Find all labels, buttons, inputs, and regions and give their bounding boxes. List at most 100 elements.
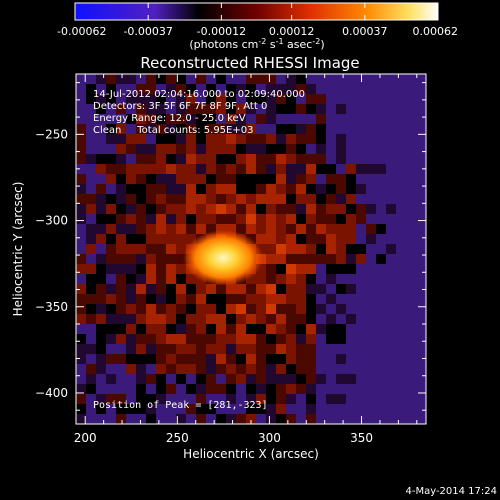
heatmap-cell [236, 134, 247, 145]
heatmap-cell [196, 354, 207, 365]
heatmap-cell [416, 84, 427, 95]
heatmap-cell [86, 344, 97, 355]
heatmap-cell [396, 354, 407, 365]
heatmap-cell [306, 174, 317, 185]
heatmap-cell [386, 144, 397, 155]
heatmap-cell [166, 194, 177, 205]
heatmap-cell [306, 234, 317, 245]
heatmap-cell [176, 234, 187, 245]
heatmap-cell [396, 404, 407, 415]
heatmap-cell [286, 244, 297, 255]
heatmap-cell [296, 304, 307, 315]
heatmap-cell [306, 114, 317, 125]
heatmap-cell [176, 164, 187, 175]
heatmap-cell [216, 214, 227, 225]
heatmap-cell [376, 194, 387, 205]
heatmap-cell [236, 154, 247, 165]
heatmap-cell [266, 304, 277, 315]
heatmap-cell [316, 284, 327, 295]
heatmap-cell [356, 124, 367, 135]
heatmap-cell [206, 144, 217, 155]
heatmap-cell [366, 394, 377, 405]
heatmap-cell [386, 104, 397, 115]
heatmap-cell [396, 244, 407, 255]
heatmap-cell [326, 204, 337, 215]
heatmap-cell [266, 214, 277, 225]
heatmap-cell [366, 374, 377, 385]
heatmap-cell [366, 384, 377, 395]
heatmap-cell [146, 124, 157, 135]
heatmap-cell [246, 104, 257, 115]
heatmap-cell [216, 374, 227, 385]
heatmap-cell [236, 194, 247, 205]
heatmap-cell [396, 364, 407, 375]
heatmap-cell [356, 314, 367, 325]
heatmap-cell [206, 354, 217, 365]
heatmap-cell [96, 184, 107, 195]
heatmap-cell [126, 234, 137, 245]
heatmap-cell [286, 94, 297, 105]
heatmap-cell [116, 74, 127, 85]
heatmap-cell [76, 374, 87, 385]
heatmap-cell [106, 84, 117, 95]
heatmap-cell [106, 414, 117, 425]
heatmap-cell [376, 234, 387, 245]
heatmap-cell [306, 84, 317, 95]
heatmap-cell [246, 344, 257, 355]
heatmap-cell [286, 264, 297, 275]
heatmap-cell [356, 214, 367, 225]
heatmap-cell [296, 364, 307, 375]
heatmap-cell [236, 384, 247, 395]
heatmap-cell [246, 384, 257, 395]
heatmap-cell [326, 154, 337, 165]
colorbar-tick-label: -0.00062 [57, 25, 106, 38]
heatmap-cell [376, 164, 387, 175]
heatmap-cell [286, 414, 297, 425]
heatmap-cell [306, 364, 317, 375]
heatmap-cell [106, 334, 117, 345]
heatmap-cell [336, 204, 347, 215]
heatmap-cell [216, 354, 227, 365]
heatmap-cell [226, 374, 237, 385]
heatmap-cell [96, 254, 107, 265]
heatmap-cell [326, 194, 337, 205]
heatmap-cell [186, 284, 197, 295]
heatmap-cell [216, 84, 227, 95]
x-tick-label: 250 [166, 431, 189, 445]
heatmap-cell [396, 314, 407, 325]
heatmap-cell [376, 94, 387, 105]
heatmap-cell [276, 284, 287, 295]
heatmap-cell [386, 84, 397, 95]
heatmap-cell [266, 154, 277, 165]
heatmap-cell [376, 214, 387, 225]
heatmap-cell [396, 254, 407, 265]
heatmap-cell [286, 124, 297, 135]
heatmap-cell [396, 204, 407, 215]
heatmap-cell [276, 264, 287, 275]
heatmap-cell [316, 344, 327, 355]
heatmap-cell [116, 214, 127, 225]
heatmap-cell [206, 414, 217, 425]
heatmap-cell [196, 124, 207, 135]
heatmap-cell [166, 334, 177, 345]
heatmap-cell [406, 104, 417, 115]
heatmap-cell [346, 204, 357, 215]
heatmap-cell [186, 84, 197, 95]
heatmap-cell [376, 254, 387, 265]
heatmap-cell [196, 74, 207, 85]
heatmap-cell [386, 94, 397, 105]
heatmap-cell [156, 264, 167, 275]
heatmap-cell [116, 364, 127, 375]
heatmap-cell [206, 324, 217, 335]
heatmap-cell [116, 314, 127, 325]
heatmap-cell [76, 174, 87, 185]
heatmap-cell [176, 74, 187, 85]
heatmap-cell [236, 284, 247, 295]
heatmap-cell [236, 294, 247, 305]
heatmap-cell [226, 414, 237, 425]
heatmap-cell [146, 94, 157, 105]
heatmap-cell [406, 154, 417, 165]
heatmap-cell [206, 164, 217, 175]
heatmap-cell [276, 414, 287, 425]
heatmap-cell [336, 194, 347, 205]
